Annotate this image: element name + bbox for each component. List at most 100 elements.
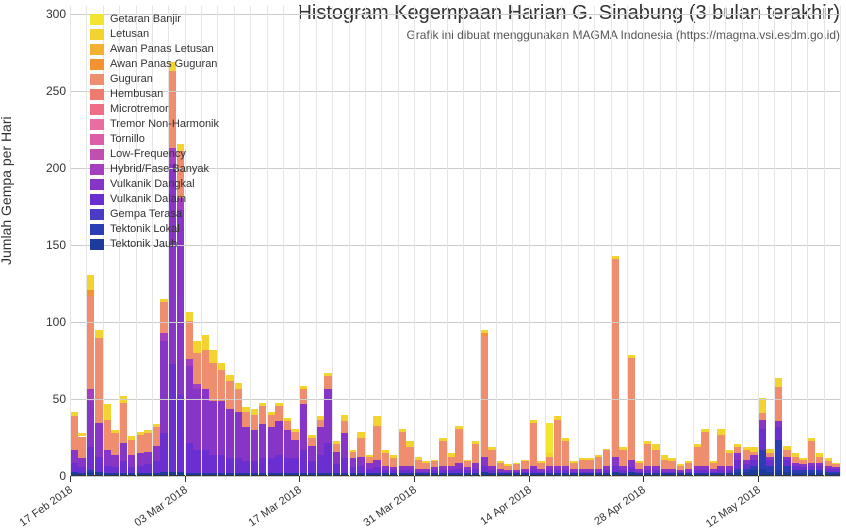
bar-column bbox=[390, 455, 398, 475]
bar-segment bbox=[709, 469, 717, 472]
bar-segment bbox=[562, 470, 570, 473]
bar-segment bbox=[496, 463, 504, 469]
bar-segment bbox=[807, 470, 815, 473]
bar-segment bbox=[472, 463, 480, 469]
legend-swatch bbox=[90, 194, 104, 205]
bar-segment bbox=[95, 330, 103, 338]
bar-segment bbox=[537, 463, 545, 469]
bar-segment bbox=[275, 421, 283, 455]
bar-segment bbox=[390, 455, 398, 458]
bar-column bbox=[209, 350, 217, 475]
bar-column bbox=[111, 430, 119, 475]
bar-segment bbox=[488, 450, 496, 465]
bar-column bbox=[463, 460, 471, 475]
gridline-v bbox=[414, 6, 415, 476]
bar-segment bbox=[611, 466, 619, 472]
bar-segment bbox=[701, 429, 709, 432]
bar-segment bbox=[783, 446, 791, 451]
gridline-v bbox=[676, 6, 677, 476]
legend-swatch bbox=[90, 179, 104, 190]
bar-column bbox=[136, 432, 144, 475]
bar-segment bbox=[513, 464, 521, 470]
bar-column bbox=[185, 312, 193, 475]
bar-segment bbox=[701, 466, 709, 471]
bar-segment bbox=[545, 470, 553, 473]
bar-segment bbox=[439, 438, 447, 441]
bar-segment bbox=[193, 341, 201, 353]
bar-segment bbox=[136, 435, 144, 453]
y-tick-label: 250 bbox=[36, 84, 66, 98]
gridline-v bbox=[742, 6, 743, 476]
bar-segment bbox=[300, 386, 308, 389]
bar-segment bbox=[103, 450, 111, 465]
gridline-v bbox=[267, 6, 268, 476]
gridline-v bbox=[234, 6, 235, 476]
bar-column bbox=[259, 403, 267, 475]
bar-segment bbox=[472, 469, 480, 474]
bar-segment bbox=[783, 460, 791, 466]
bar-segment bbox=[676, 466, 684, 471]
bar-segment bbox=[717, 435, 725, 466]
bar-segment bbox=[570, 472, 578, 474]
legend-label: Tornillo bbox=[110, 132, 145, 147]
bar-segment bbox=[685, 461, 693, 463]
legend-swatch bbox=[90, 239, 104, 250]
bar-segment bbox=[463, 460, 471, 462]
bar-segment bbox=[414, 457, 422, 460]
bar-segment bbox=[406, 470, 414, 473]
x-tick-mark bbox=[185, 476, 186, 482]
bar-segment bbox=[242, 407, 250, 412]
bar-segment bbox=[291, 429, 299, 432]
bar-segment bbox=[824, 458, 832, 461]
bar-segment bbox=[554, 470, 562, 473]
bar-segment bbox=[734, 460, 742, 469]
bar-column bbox=[119, 396, 127, 475]
bar-segment bbox=[119, 443, 127, 461]
legend-label: Awan Panas Guguran bbox=[110, 57, 217, 72]
bar-segment bbox=[709, 472, 717, 474]
bar-segment bbox=[283, 421, 291, 430]
bar-segment bbox=[480, 466, 488, 472]
bar-column bbox=[78, 433, 86, 475]
bar-segment bbox=[816, 463, 824, 466]
bar-segment bbox=[783, 457, 791, 460]
bar-segment bbox=[431, 461, 439, 467]
bar-segment bbox=[594, 455, 602, 457]
bar-segment bbox=[791, 453, 799, 456]
bar-segment bbox=[128, 440, 136, 455]
bar-segment bbox=[332, 444, 340, 452]
bar-segment bbox=[193, 384, 201, 389]
bar-column bbox=[431, 460, 439, 475]
bar-segment bbox=[365, 457, 373, 463]
bar-column bbox=[742, 447, 750, 475]
bar-column bbox=[87, 275, 95, 475]
bar-segment bbox=[234, 383, 242, 389]
bar-segment bbox=[807, 441, 815, 463]
bar-column bbox=[726, 450, 734, 475]
legend-item: Hybrid/Fase Banyak bbox=[90, 162, 219, 177]
bar-segment bbox=[95, 457, 103, 472]
bar-segment bbox=[603, 450, 611, 465]
bar-segment bbox=[537, 469, 545, 472]
bar-column bbox=[627, 355, 635, 475]
y-tick-label: 100 bbox=[36, 315, 66, 329]
bar-segment bbox=[390, 470, 398, 473]
bar-segment bbox=[504, 466, 512, 471]
bar-segment bbox=[357, 466, 365, 474]
bar-segment bbox=[521, 472, 529, 474]
bar-segment bbox=[316, 455, 324, 473]
x-tick-label: 28 Apr 2018 bbox=[593, 484, 648, 528]
gridline-v bbox=[70, 6, 71, 476]
gridline-v bbox=[807, 6, 808, 476]
bar-segment bbox=[734, 447, 742, 453]
bar-segment bbox=[717, 466, 725, 471]
bar-segment bbox=[488, 447, 496, 450]
bar-segment bbox=[750, 466, 758, 471]
bar-segment bbox=[406, 447, 414, 465]
bar-segment bbox=[545, 457, 553, 466]
bar-column bbox=[439, 438, 447, 475]
bar-segment bbox=[439, 466, 447, 471]
bar-column bbox=[218, 363, 226, 475]
bar-segment bbox=[701, 470, 709, 473]
bar-segment bbox=[218, 363, 226, 371]
